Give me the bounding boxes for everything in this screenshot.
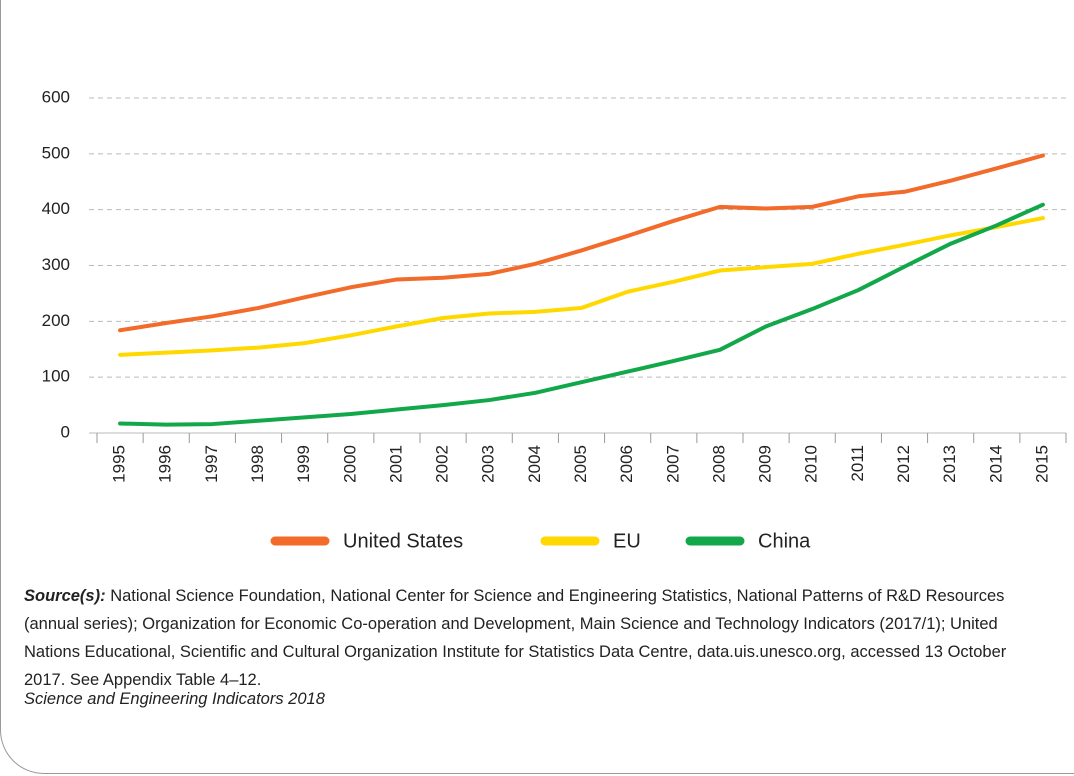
x-tick-label: 1997 — [202, 445, 221, 483]
y-tick-label: 500 — [42, 143, 70, 162]
x-tick-label: 2002 — [433, 445, 452, 483]
legend-label: EU — [613, 530, 641, 552]
y-tick-label: 300 — [42, 255, 70, 274]
legend-label: China — [758, 530, 811, 552]
footer: Science and Engineering Indicators 2018 — [24, 690, 325, 708]
source: Source(s): National Science Foundation, … — [24, 582, 1024, 694]
x-tick-label: 2004 — [525, 445, 544, 483]
x-tick-label: 1996 — [156, 445, 175, 483]
x-tick-label: 2011 — [848, 445, 867, 482]
x-tick-label: 2013 — [940, 445, 959, 483]
x-tick-label: 1999 — [294, 445, 313, 483]
y-tick-label: 400 — [42, 199, 70, 218]
chart: 0 100 200 300 400 500 600 1995 1996 1997 1998 1999 2… — [42, 87, 1067, 552]
x-tick-label: 2007 — [663, 445, 682, 483]
x-tick-label: 2005 — [571, 445, 590, 483]
x-tick-label: 2014 — [986, 445, 1005, 483]
x-tick-label: 2009 — [756, 445, 775, 483]
x-tick-label: 2010 — [802, 445, 821, 483]
x-tick-label: 2003 — [479, 445, 498, 483]
x-tick-label: 1998 — [248, 445, 267, 483]
x-tick-label: 2012 — [894, 445, 913, 483]
x-tick-label: 2006 — [617, 445, 636, 483]
y-tick-label: 600 — [42, 87, 70, 106]
x-tick-label: 2000 — [340, 445, 359, 483]
source-label: Source(s): — [24, 587, 106, 605]
x-tick-label: 1995 — [110, 445, 129, 483]
x-tick-label: 2001 — [386, 445, 405, 483]
x-tick-label: 2008 — [709, 445, 728, 483]
y-tick-label: 0 — [61, 422, 70, 441]
source-text: National Science Foundation, National Ce… — [24, 587, 1007, 689]
series-line — [118, 216, 1045, 357]
y-tick-label: 100 — [42, 367, 70, 386]
legend-label: United States — [343, 530, 463, 552]
series-line — [118, 202, 1045, 427]
series-line — [118, 153, 1045, 333]
y-tick-label: 200 — [42, 311, 70, 330]
x-tick-label: 2015 — [1032, 445, 1051, 483]
